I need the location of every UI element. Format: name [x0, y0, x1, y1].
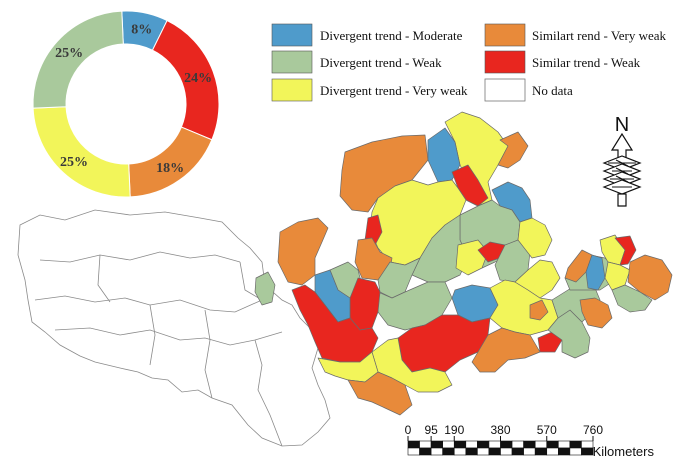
region: [614, 235, 637, 266]
scale-segment: [407, 440, 420, 449]
donut-slice: [32, 106, 131, 198]
study-area-regions: [254, 111, 673, 416]
legend-label: Divergent trend - Weak: [320, 55, 442, 70]
legend-label: Similar trend - Weak: [532, 55, 641, 70]
scale-bar: Kilometers 0 95 190 380 570 760: [405, 423, 655, 459]
donut-slice-label: 18%: [156, 161, 184, 176]
no-data-boundary: [204, 309, 213, 399]
scale-tick-label: 95: [424, 423, 438, 437]
region: [529, 299, 549, 321]
no-data-boundary: [149, 304, 156, 366]
legend-label: Divergent trend - Moderate: [320, 28, 463, 43]
no-data-boundary: [39, 251, 241, 263]
scale-segment: [442, 447, 455, 456]
scale-segment: [477, 447, 490, 456]
region: [627, 254, 673, 301]
scale-segment: [569, 447, 582, 456]
region: [277, 217, 329, 286]
no-data-boundary: [97, 254, 111, 303]
legend-swatch: [484, 23, 526, 47]
region: [514, 259, 561, 299]
scale-segment: [546, 447, 559, 456]
scale-segment: [569, 440, 582, 449]
legend-label: Similart rend - Very weak: [532, 28, 667, 43]
scale-segment: [523, 447, 536, 456]
scale-segment: [419, 447, 432, 456]
region: [585, 254, 606, 291]
scale-tick-label: 760: [583, 423, 603, 437]
scale-segment: [534, 440, 548, 449]
region: [497, 131, 529, 169]
scale-segment: [419, 440, 432, 449]
no-data-boundary: [54, 327, 283, 346]
region: [537, 331, 563, 353]
scale-segment: [430, 440, 443, 449]
donut-slice-label: 25%: [55, 46, 83, 61]
no-data-region: [17, 209, 331, 447]
legend-item-similar-very-weak: Similart rend - Very weak: [484, 23, 667, 47]
legend-item-divergent-moderate: Divergent trend - Moderate: [271, 23, 463, 47]
scale-tick-label: 380: [490, 423, 510, 437]
legend-swatch: [271, 78, 313, 102]
legend: Divergent trend - Moderate Similart rend…: [271, 23, 667, 102]
donut-slice-label: 8%: [131, 23, 152, 38]
scale-segment: [581, 447, 594, 456]
region: [377, 281, 453, 331]
scale-tick-label: 0: [405, 423, 412, 437]
scale-segment: [477, 440, 490, 449]
scale-segment: [453, 440, 467, 449]
donut-slice-label: 25%: [60, 155, 88, 170]
region: [579, 297, 613, 329]
legend-swatch: [484, 78, 526, 102]
region: [254, 271, 276, 306]
north-arrow-icon: N: [602, 114, 642, 207]
legend-swatch: [271, 50, 313, 74]
donut-chart: 8% 24% 18% 25% 25%: [32, 10, 220, 198]
scale-tick-label: 570: [537, 423, 557, 437]
region: [347, 371, 413, 416]
legend-label: Divergent trend - Very weak: [320, 83, 468, 98]
donut-slice: [32, 10, 124, 109]
scale-segment: [511, 440, 524, 449]
scale-segment: [523, 440, 536, 449]
legend-item-no-data: No data: [484, 78, 573, 102]
scale-segment: [430, 447, 443, 456]
north-label: N: [615, 114, 629, 136]
scale-segment: [453, 447, 467, 456]
no-data-boundary: [254, 339, 283, 447]
no-data-boundary: [239, 261, 263, 301]
scale-unit-label: Kilometers: [593, 444, 655, 459]
scale-segment: [581, 440, 594, 449]
scale-segment: [442, 440, 455, 449]
legend-item-divergent-very-weak: Divergent trend - Very weak: [271, 78, 468, 102]
scale-segment: [488, 447, 501, 456]
region: [291, 284, 379, 363]
region: [517, 217, 553, 259]
region: [364, 214, 383, 246]
scale-segment: [465, 440, 478, 449]
region: [471, 327, 541, 373]
legend-swatch: [484, 50, 526, 74]
no-data-area-tibet: [17, 209, 331, 447]
scale-segment: [488, 440, 501, 449]
legend-item-divergent-weak: Divergent trend - Weak: [271, 50, 442, 74]
scale-segment: [558, 447, 571, 456]
donut-slice-label: 24%: [184, 71, 212, 86]
scale-segment: [558, 440, 571, 449]
scale-segment: [546, 440, 559, 449]
scale-segment: [500, 447, 513, 456]
scale-tick-label: 190: [444, 423, 464, 437]
region: [611, 284, 653, 313]
legend-label: No data: [532, 83, 573, 98]
scale-segment: [407, 447, 420, 456]
legend-swatch: [271, 23, 313, 47]
scale-segment: [534, 447, 548, 456]
scale-segment: [511, 447, 524, 456]
scale-segment: [465, 447, 478, 456]
legend-item-similar-weak: Similar trend - Weak: [484, 50, 641, 74]
scale-segment: [500, 440, 513, 449]
